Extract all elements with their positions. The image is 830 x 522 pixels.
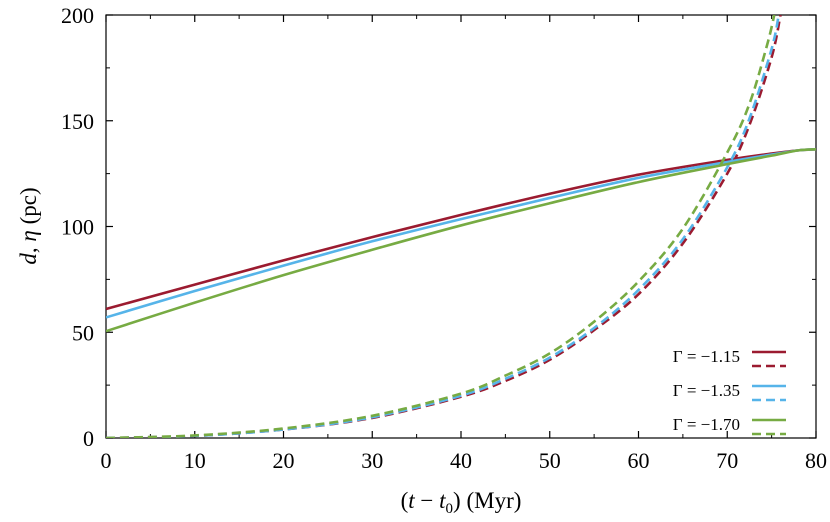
- x-tick-label: 50: [539, 448, 561, 473]
- series-line-η-1: [106, 15, 782, 438]
- x-tick-label: 60: [628, 448, 650, 473]
- legend-label: Γ = −1.15: [673, 347, 740, 366]
- series-line-η-5: [106, 15, 776, 438]
- x-tick-label: 20: [273, 448, 295, 473]
- y-tick-label: 100: [61, 215, 94, 240]
- y-tick-label: 150: [61, 109, 94, 134]
- axes: 0 10 20 30 40 50 60 70 80 0 50 100 150 200: [61, 3, 827, 473]
- x-tick-label: 40: [450, 448, 472, 473]
- y-axis-title: d, η (pc): [16, 187, 41, 264]
- x-tick-label: 70: [716, 448, 738, 473]
- legend-label: Γ = −1.70: [673, 415, 740, 434]
- x-tick-label: 30: [361, 448, 383, 473]
- x-tick-label: 10: [184, 448, 206, 473]
- legend-label: Γ = −1.35: [673, 381, 740, 400]
- series-line-η-3: [106, 15, 781, 438]
- y-tick-label: 200: [61, 3, 94, 28]
- series-line-d-2: [106, 148, 816, 319]
- y-tick-label: 50: [72, 320, 94, 345]
- series-layer: [106, 15, 816, 438]
- series-line-d-4: [106, 148, 816, 333]
- y-tick-label: 0: [83, 426, 94, 451]
- legend: Γ = −1.15 Γ = −1.35 Γ = −1.70: [673, 347, 786, 436]
- x-tick-label: 0: [101, 448, 112, 473]
- x-tick-label: 80: [805, 448, 827, 473]
- x-axis-title: (t − t0) (Myr): [401, 488, 522, 517]
